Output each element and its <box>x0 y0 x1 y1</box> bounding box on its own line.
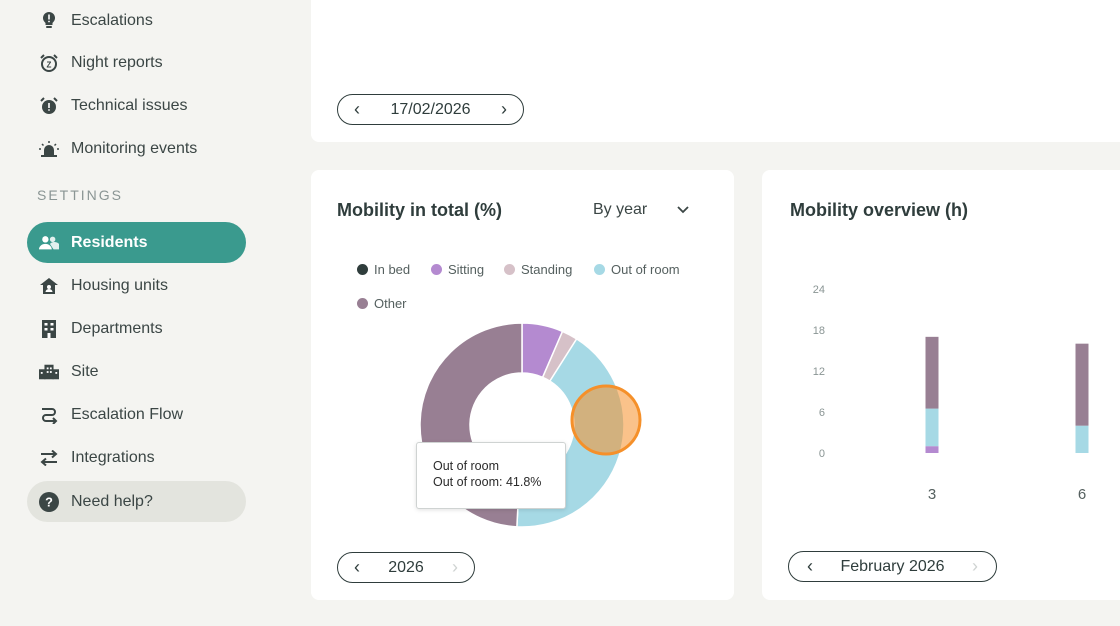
sidebar-item-escalation-flow[interactable]: Escalation Flow <box>27 394 246 435</box>
sidebar-item-label: Housing units <box>71 276 168 294</box>
month-label: February 2026 <box>840 557 945 575</box>
need-help-label: Need help? <box>71 492 153 510</box>
legend-label: Sitting <box>448 262 485 277</box>
sidebar-item-label: Residents <box>71 233 148 251</box>
chevron-left-icon[interactable]: ‹ <box>354 557 360 577</box>
sidebar-item-escalations[interactable]: Escalations <box>27 0 246 41</box>
swap-arrows-icon <box>39 448 59 468</box>
sidebar-item-label: Monitoring events <box>71 139 198 157</box>
sidebar-item-label: Integrations <box>71 448 155 466</box>
sidebar-item-night-reports[interactable]: Z Night reports <box>27 42 246 83</box>
house-icon <box>39 276 59 296</box>
alarm-clock-icon: Z <box>39 53 59 73</box>
sidebar-item-departments[interactable]: Departments <box>27 308 246 349</box>
bar-segment-out-of-room[interactable] <box>925 408 939 447</box>
sidebar-item-residents[interactable]: Residents <box>27 222 246 263</box>
sidebar-item-housing-units[interactable]: Housing units <box>27 265 246 306</box>
tooltip-title: Out of room <box>433 459 499 473</box>
x-tick-label: 3 <box>928 486 936 503</box>
period-select-value: By year <box>593 201 648 218</box>
sidebar: Escalations Z Night reports Technical is… <box>0 0 290 626</box>
legend-dot <box>357 298 368 309</box>
lightbulb-alert-icon <box>39 11 59 31</box>
mobility-overview-card: Mobility overview (h) 24 18 12 6 0 3 6 ‹ Febru… <box>762 170 1120 600</box>
bar-segment-out-of-room[interactable] <box>1075 425 1089 453</box>
mobility-overview-bar-chart: 24 18 12 6 0 3 6 <box>813 284 1089 503</box>
mobility-donut-chart <box>419 322 642 528</box>
city-icon <box>39 362 59 382</box>
people-icon <box>39 233 59 253</box>
chevron-right-icon[interactable]: › <box>972 556 978 576</box>
mobility-total-card: Mobility in total (%) By year In bed Sit… <box>311 170 734 600</box>
y-tick-label: 6 <box>819 407 825 419</box>
need-help-button[interactable]: ? Need help? <box>27 481 246 522</box>
sidebar-item-label: Escalations <box>71 11 153 29</box>
svg-text:Z: Z <box>47 60 52 69</box>
top-card: ‹ 17/02/2026 › <box>311 0 1120 142</box>
legend-dot <box>357 264 368 275</box>
chart-tooltip: Out of room Out of room: 41.8% <box>416 442 566 509</box>
x-tick-label: 6 <box>1078 486 1086 503</box>
alarm-alert-icon <box>39 96 59 116</box>
sidebar-item-label: Night reports <box>71 53 163 71</box>
card-title: Mobility overview (h) <box>790 200 969 220</box>
sidebar-item-technical-issues[interactable]: Technical issues <box>27 85 246 126</box>
sidebar-item-integrations[interactable]: Integrations <box>27 437 246 478</box>
legend-item-sitting[interactable]: Sitting <box>431 262 484 277</box>
legend-label: In bed <box>374 262 411 277</box>
chevron-left-icon[interactable]: ‹ <box>354 99 360 119</box>
legend-item-out-of-room[interactable]: Out of room <box>594 262 680 277</box>
bar-segment-other[interactable] <box>925 336 939 409</box>
period-select[interactable]: By year <box>593 201 689 219</box>
flow-icon <box>39 405 59 425</box>
year-navigator: ‹ 2026 › <box>337 552 475 583</box>
building-icon <box>39 319 59 339</box>
legend-dot <box>504 264 515 275</box>
legend-label: Out of room <box>611 262 680 277</box>
month-navigator: ‹ February 2026 › <box>788 551 997 582</box>
legend-item-standing[interactable]: Standing <box>504 262 572 277</box>
chevron-down-icon <box>677 201 689 219</box>
tooltip-text: Out of room: 41.8% <box>433 475 542 489</box>
legend-dot <box>594 264 605 275</box>
sidebar-item-monitoring-events[interactable]: Monitoring events <box>27 128 246 169</box>
chevron-right-icon[interactable]: › <box>452 557 458 577</box>
settings-section-title: SETTINGS <box>37 187 124 203</box>
legend-item-other[interactable]: Other <box>357 296 407 311</box>
y-tick-label: 0 <box>819 448 825 460</box>
siren-icon <box>39 139 59 159</box>
y-tick-label: 18 <box>813 325 825 337</box>
chevron-right-icon[interactable]: › <box>501 99 507 119</box>
chevron-left-icon[interactable]: ‹ <box>807 556 813 576</box>
date-label: 17/02/2026 <box>390 100 471 118</box>
legend-dot <box>431 264 442 275</box>
bar-segment-other[interactable] <box>1075 343 1089 426</box>
sidebar-item-label: Technical issues <box>71 96 188 114</box>
y-tick-label: 12 <box>813 366 825 378</box>
sidebar-item-site[interactable]: Site <box>27 351 246 392</box>
y-tick-label: 24 <box>813 284 825 296</box>
svg-text:?: ? <box>45 494 53 509</box>
year-label: 2026 <box>388 558 424 576</box>
date-navigator: ‹ 17/02/2026 › <box>337 94 524 125</box>
legend-label: Other <box>374 296 407 311</box>
legend-label: Standing <box>521 262 573 277</box>
card-title: Mobility in total (%) <box>337 200 502 220</box>
question-icon: ? <box>39 491 59 512</box>
sidebar-item-label: Site <box>71 362 99 380</box>
sidebar-item-label: Escalation Flow <box>71 405 184 423</box>
legend-item-in-bed[interactable]: In bed <box>357 262 410 277</box>
sidebar-item-label: Departments <box>71 319 163 337</box>
hover-highlight <box>570 384 642 456</box>
bar-segment-sitting[interactable] <box>925 446 939 453</box>
